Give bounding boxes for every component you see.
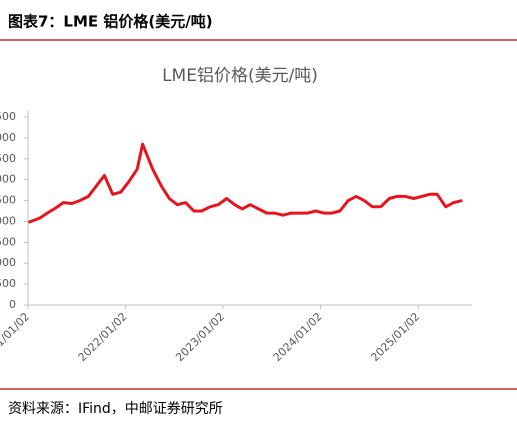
x-tick-label: 2022/01/02	[76, 310, 130, 364]
x-tick-label: 2023/01/02	[173, 310, 227, 364]
x-tick-label: 2025/01/02	[368, 310, 422, 364]
y-tick-label: 2500	[0, 194, 16, 207]
y-tick-label: 500	[0, 277, 16, 290]
y-tick-label: 3000	[0, 173, 16, 186]
y-tick-label: 2000	[0, 214, 16, 227]
figure-title: 图表7：LME 铝价格(美元/吨)	[8, 13, 213, 31]
x-tick-label: 2024/01/02	[271, 310, 325, 364]
source-note: 资料来源：IFind，中邮证券研究所	[8, 401, 223, 417]
y-tick-label: 1500	[0, 235, 16, 248]
y-tick-label: 3500	[0, 152, 16, 165]
y-tick-label: 4000	[0, 131, 16, 144]
x-tick-label: 2021/01/02	[0, 310, 32, 364]
chart-title: LME铝价格(美元/吨)	[162, 66, 318, 86]
y-tick-label: 1000	[0, 256, 16, 269]
y-tick-label: 4500	[0, 110, 16, 123]
y-tick-label: 0	[9, 298, 16, 311]
price-line	[27, 142, 463, 224]
